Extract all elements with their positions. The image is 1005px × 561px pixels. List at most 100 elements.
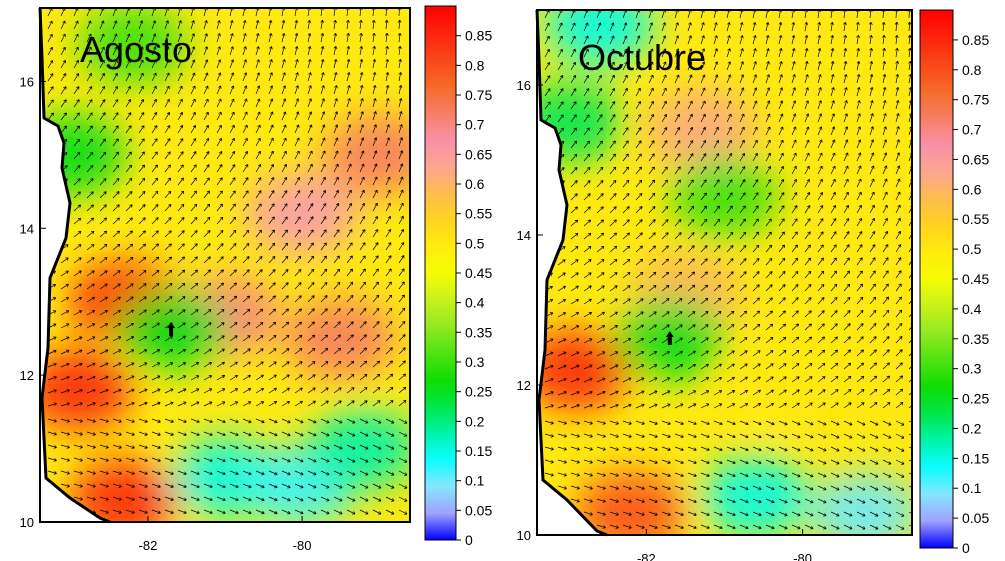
vector-arrow-965 <box>216 457 226 463</box>
vector-arrow-97 <box>216 46 221 56</box>
vector-arrow-752 <box>895 336 903 344</box>
vector-arrow-1066 <box>830 485 840 491</box>
vector-arrow-952 <box>856 433 866 439</box>
vector-arrow-938 <box>674 433 684 439</box>
vector-arrow-84 <box>47 46 53 56</box>
vector-arrow-371 <box>138 177 146 186</box>
vector-arrow-297 <box>635 140 642 149</box>
vector-arrow-307 <box>765 139 771 149</box>
vector-arrow-161 <box>752 74 758 84</box>
vector-arrow-831 <box>791 376 800 383</box>
vector-arrow-476 <box>700 218 708 227</box>
vector-arrow-69 <box>216 33 221 43</box>
vector-arrow-552 <box>307 255 315 264</box>
vector-arrow-1054 <box>674 485 684 491</box>
vector-arrow-92 <box>609 48 615 58</box>
island-marker <box>665 331 674 345</box>
vector-arrow-409 <box>268 190 275 199</box>
vector-arrow-931 <box>138 444 148 449</box>
vector-arrow-209 <box>622 100 629 110</box>
vector-arrow-526 <box>333 242 340 251</box>
vector-arrow-148 <box>151 72 157 82</box>
vector-arrow-918 <box>791 420 801 426</box>
vector-arrow-1001 <box>320 470 330 476</box>
vector-arrow-922 <box>843 420 853 426</box>
vector-arrow-340 <box>817 152 823 162</box>
coastline <box>38 7 111 524</box>
vector-arrow-130 <box>726 61 732 71</box>
vector-arrow-488 <box>203 230 211 238</box>
vector-arrow-391 <box>726 179 733 188</box>
vector-arrow-38 <box>177 20 182 30</box>
vector-arrow-577 <box>268 269 276 277</box>
colorbar-tick-label: 0.85 <box>962 32 989 48</box>
vector-arrow-804 <box>817 362 826 370</box>
vector-arrow-991 <box>190 470 200 476</box>
vector-arrow-921 <box>372 431 382 437</box>
vector-arrow-140 <box>47 73 54 82</box>
vector-arrow-221 <box>372 98 377 108</box>
vector-arrow-399 <box>830 178 836 188</box>
vector-arrow-1030 <box>333 483 343 489</box>
vector-arrow-72 <box>726 35 731 45</box>
vector-arrow-958 <box>125 457 135 462</box>
vector-arrow-561 <box>674 258 682 266</box>
vector-arrow-336 <box>765 152 771 162</box>
vector-arrow-619 <box>674 284 683 292</box>
vector-arrow-349 <box>216 164 223 173</box>
vector-arrow-1008 <box>830 459 840 465</box>
colorbar-tick-label: 0.8 <box>962 62 982 78</box>
vector-arrow-1024 <box>661 472 671 477</box>
vector-arrow-84 <box>882 34 886 45</box>
vector-arrow-828 <box>752 376 761 383</box>
vector-arrow-137 <box>817 61 822 71</box>
vector-arrow-749 <box>320 347 329 355</box>
vector-arrow-298 <box>648 140 655 149</box>
vector-arrow-417 <box>372 189 378 199</box>
vector-arrow-235 <box>190 111 196 121</box>
vector-arrow-1009 <box>843 459 853 465</box>
vector-arrow-475 <box>398 215 404 225</box>
vector-arrow-304 <box>359 137 365 147</box>
vector-arrow-31 <box>86 20 92 30</box>
vector-arrow-282 <box>817 126 823 136</box>
vector-arrow-566 <box>739 258 747 266</box>
vector-arrow-290 <box>177 138 184 147</box>
vector-arrow-635 <box>294 295 302 303</box>
vector-arrow-312 <box>830 139 836 149</box>
vector-arrow-882 <box>229 418 239 424</box>
vector-arrow-702 <box>73 336 83 342</box>
vector-arrow-514 <box>177 243 185 251</box>
vector-arrow-387 <box>346 176 352 186</box>
heatmap-field <box>40 8 410 522</box>
vector-arrow-567 <box>138 270 147 277</box>
vector-arrow-814 <box>570 377 580 383</box>
vector-arrow-555 <box>346 255 353 264</box>
vector-arrow-505 <box>700 232 708 240</box>
vector-arrow-328 <box>661 153 668 162</box>
vector-arrow-209 <box>216 98 222 108</box>
vector-arrow-381 <box>596 180 604 188</box>
vector-arrow-252 <box>804 113 810 123</box>
vector-arrow-280 <box>791 126 797 136</box>
vector-arrow-959 <box>570 446 580 451</box>
vector-arrow-947 <box>346 444 356 450</box>
vector-arrow-589 <box>661 271 670 279</box>
vector-arrow-129 <box>713 61 719 71</box>
vector-arrow-711 <box>190 335 199 342</box>
vector-arrow-1059 <box>739 485 749 491</box>
vector-arrow-337 <box>778 152 784 162</box>
vector-arrow-727 <box>570 338 580 344</box>
vector-arrow-839 <box>398 386 407 394</box>
vector-arrow-323 <box>596 153 604 162</box>
vector-arrow-539 <box>765 244 773 253</box>
vector-arrow-379 <box>242 177 249 186</box>
heatmap-cell-6 <box>247 173 358 254</box>
vector-arrow-597 <box>765 271 773 279</box>
vector-arrow-1073 <box>164 509 174 514</box>
vector-arrow-653 <box>164 309 173 316</box>
vector-arrow-315 <box>869 139 875 149</box>
vector-arrow-495 <box>294 229 301 238</box>
vector-arrow-1026 <box>687 472 697 478</box>
vector-arrow-246 <box>333 111 339 121</box>
